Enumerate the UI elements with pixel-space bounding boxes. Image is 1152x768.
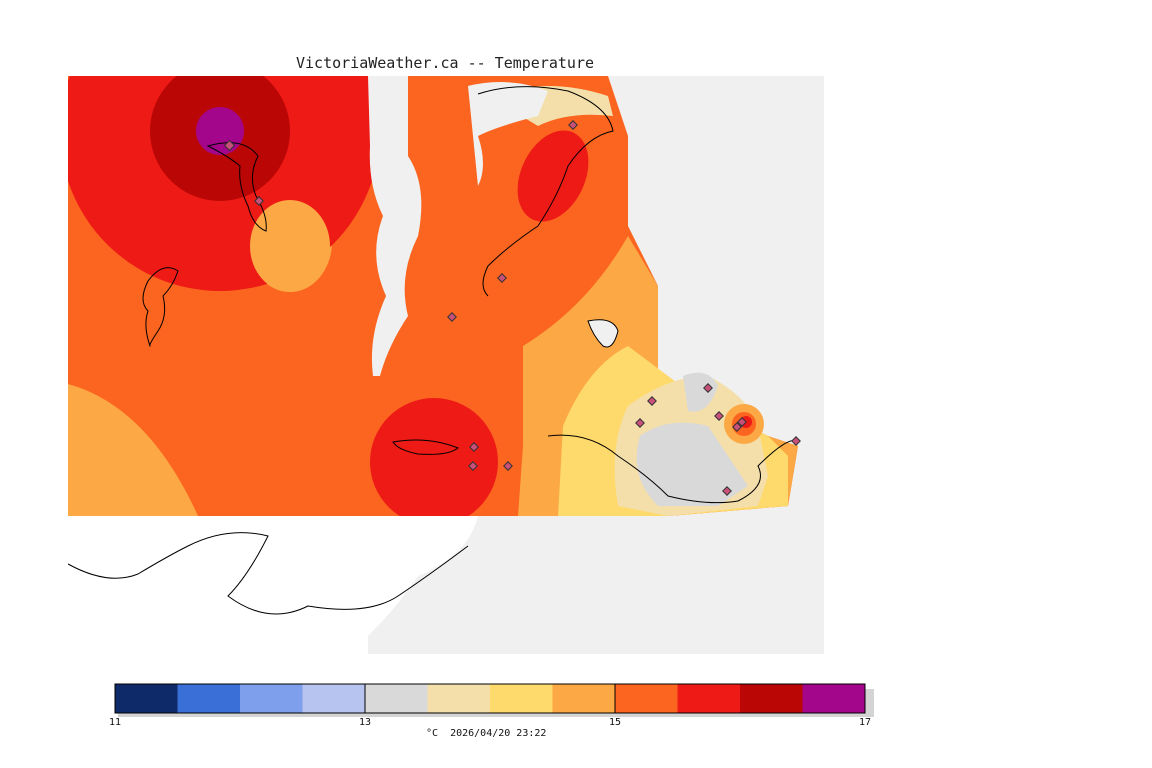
legend-tick-label: 15 bbox=[608, 717, 622, 728]
legend-bin bbox=[302, 684, 365, 713]
hot-spot-nw-core bbox=[196, 107, 244, 155]
legend-bin bbox=[552, 684, 615, 713]
station-marker bbox=[703, 383, 713, 393]
coastline-north-inlet bbox=[477, 86, 614, 297]
legend-bin bbox=[115, 684, 178, 713]
isotherm-zone-inlet-top bbox=[250, 200, 330, 292]
coastline-large-island bbox=[142, 267, 179, 347]
station-marker bbox=[737, 417, 747, 427]
water-inlet-ne bbox=[468, 82, 548, 186]
map-title: VictoriaWeather.ca -- Temperature bbox=[296, 54, 595, 72]
legend-bin bbox=[427, 684, 490, 713]
legend-caption: °C 2026/04/20 23:22 bbox=[426, 728, 547, 739]
legend-bin bbox=[802, 684, 865, 713]
coastline-pond bbox=[587, 319, 619, 348]
station-marker bbox=[647, 396, 657, 406]
legend-bin bbox=[490, 684, 553, 713]
station-marker bbox=[223, 139, 236, 152]
coastline-channel bbox=[206, 142, 267, 232]
legend-color-bar bbox=[114, 684, 866, 713]
station-marker bbox=[732, 422, 742, 432]
station-marker bbox=[254, 196, 264, 206]
temperature-map[interactable] bbox=[68, 76, 824, 654]
legend-bin bbox=[740, 684, 803, 713]
legend-bin bbox=[365, 684, 428, 713]
station-marker bbox=[447, 312, 457, 322]
legend-tick-label: 11 bbox=[108, 717, 122, 728]
station-marker bbox=[791, 436, 801, 446]
legend-tick-label: 13 bbox=[358, 717, 372, 728]
unanalysed-region bbox=[68, 516, 478, 654]
station-marker bbox=[503, 461, 513, 471]
station-marker bbox=[635, 418, 645, 428]
isotherm-zone-east-grey bbox=[636, 422, 748, 506]
legend-bin bbox=[240, 684, 303, 713]
coastline-bottom bbox=[68, 532, 469, 615]
legend-bin bbox=[177, 684, 240, 713]
legend-tick-label: 17 bbox=[858, 717, 872, 728]
station-markers bbox=[223, 120, 801, 496]
station-marker bbox=[568, 120, 578, 130]
legend-bin bbox=[615, 684, 678, 713]
isotherm-zone-sw bbox=[68, 384, 198, 516]
station-marker bbox=[497, 273, 507, 283]
legend-border bbox=[114, 683, 866, 714]
hot-spot-ne bbox=[517, 130, 589, 222]
station-marker bbox=[714, 411, 724, 421]
hot-spot-south bbox=[370, 398, 498, 526]
station-marker bbox=[722, 486, 732, 496]
coastline-south-island bbox=[392, 439, 459, 455]
water-channel bbox=[368, 76, 422, 376]
station-marker bbox=[468, 461, 478, 471]
station-marker bbox=[469, 442, 479, 452]
coastline-east-peninsula bbox=[547, 434, 799, 504]
isotherm-zone-grey-upper bbox=[683, 372, 718, 412]
legend-shadow bbox=[118, 689, 874, 717]
legend-bin bbox=[677, 684, 740, 713]
